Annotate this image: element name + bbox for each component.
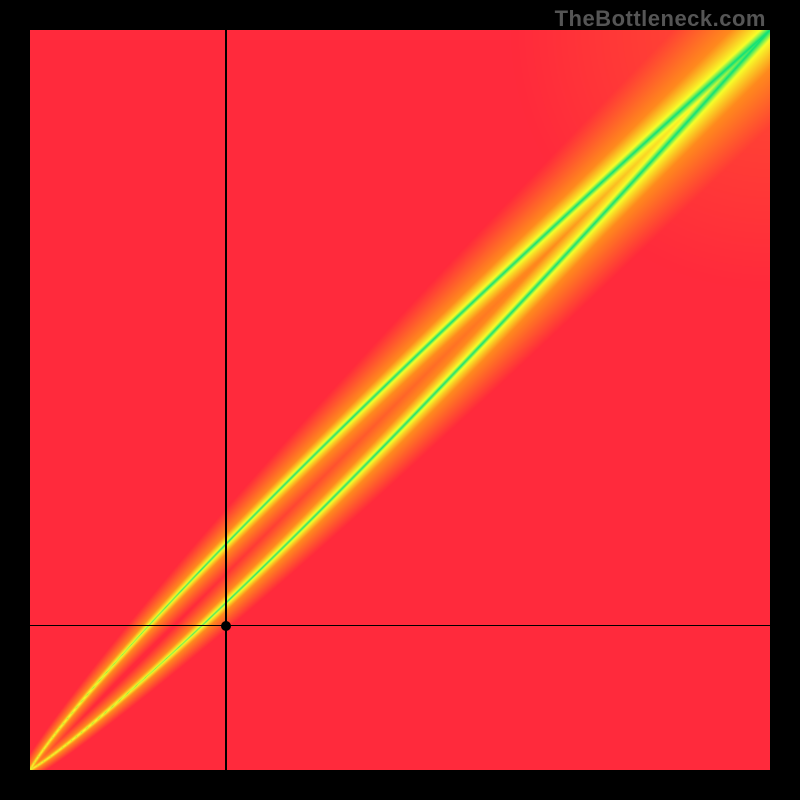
plot-area: [30, 30, 770, 770]
crosshair-marker: [221, 621, 231, 631]
watermark-text: TheBottleneck.com: [555, 6, 766, 32]
crosshair-horizontal: [30, 625, 770, 627]
crosshair-vertical: [225, 30, 227, 770]
heatmap-canvas: [30, 30, 770, 770]
